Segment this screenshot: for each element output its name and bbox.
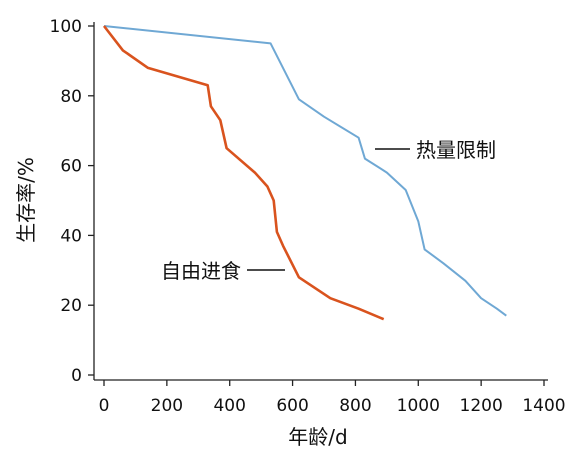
series-line-ad-libitum — [102, 25, 385, 321]
y-tick-label: 100 — [50, 17, 82, 37]
x-tick-label: 600 — [276, 396, 308, 416]
y-tick-label: 60 — [60, 157, 82, 177]
axes — [93, 22, 548, 381]
x-axis-ticks: 0 200 400 600 800 1000 1200 1400 — [99, 380, 566, 416]
y-axis-label: 生存率/% — [14, 157, 38, 243]
y-tick-label: 20 — [60, 296, 82, 316]
x-tick-label: 1400 — [522, 396, 565, 416]
calorie-restriction-label: 热量限制 — [416, 138, 496, 162]
x-axis-label: 年龄/d — [288, 425, 347, 449]
x-tick-label: 400 — [213, 396, 245, 416]
x-tick-label: 1200 — [460, 396, 503, 416]
y-tick-label: 40 — [60, 226, 82, 246]
series-line-calorie-restriction — [103, 25, 507, 317]
x-tick-label: 1000 — [397, 396, 440, 416]
y-tick-label: 0 — [71, 366, 82, 386]
series-lines — [102, 25, 507, 321]
ad-libitum-label: 自由进食 — [161, 259, 241, 283]
x-tick-label: 800 — [339, 396, 371, 416]
y-axis-ticks: 0 20 40 60 80 100 — [50, 17, 94, 386]
y-tick-label: 80 — [60, 87, 82, 107]
x-tick-label: 200 — [151, 396, 183, 416]
x-tick-label: 0 — [99, 396, 110, 416]
